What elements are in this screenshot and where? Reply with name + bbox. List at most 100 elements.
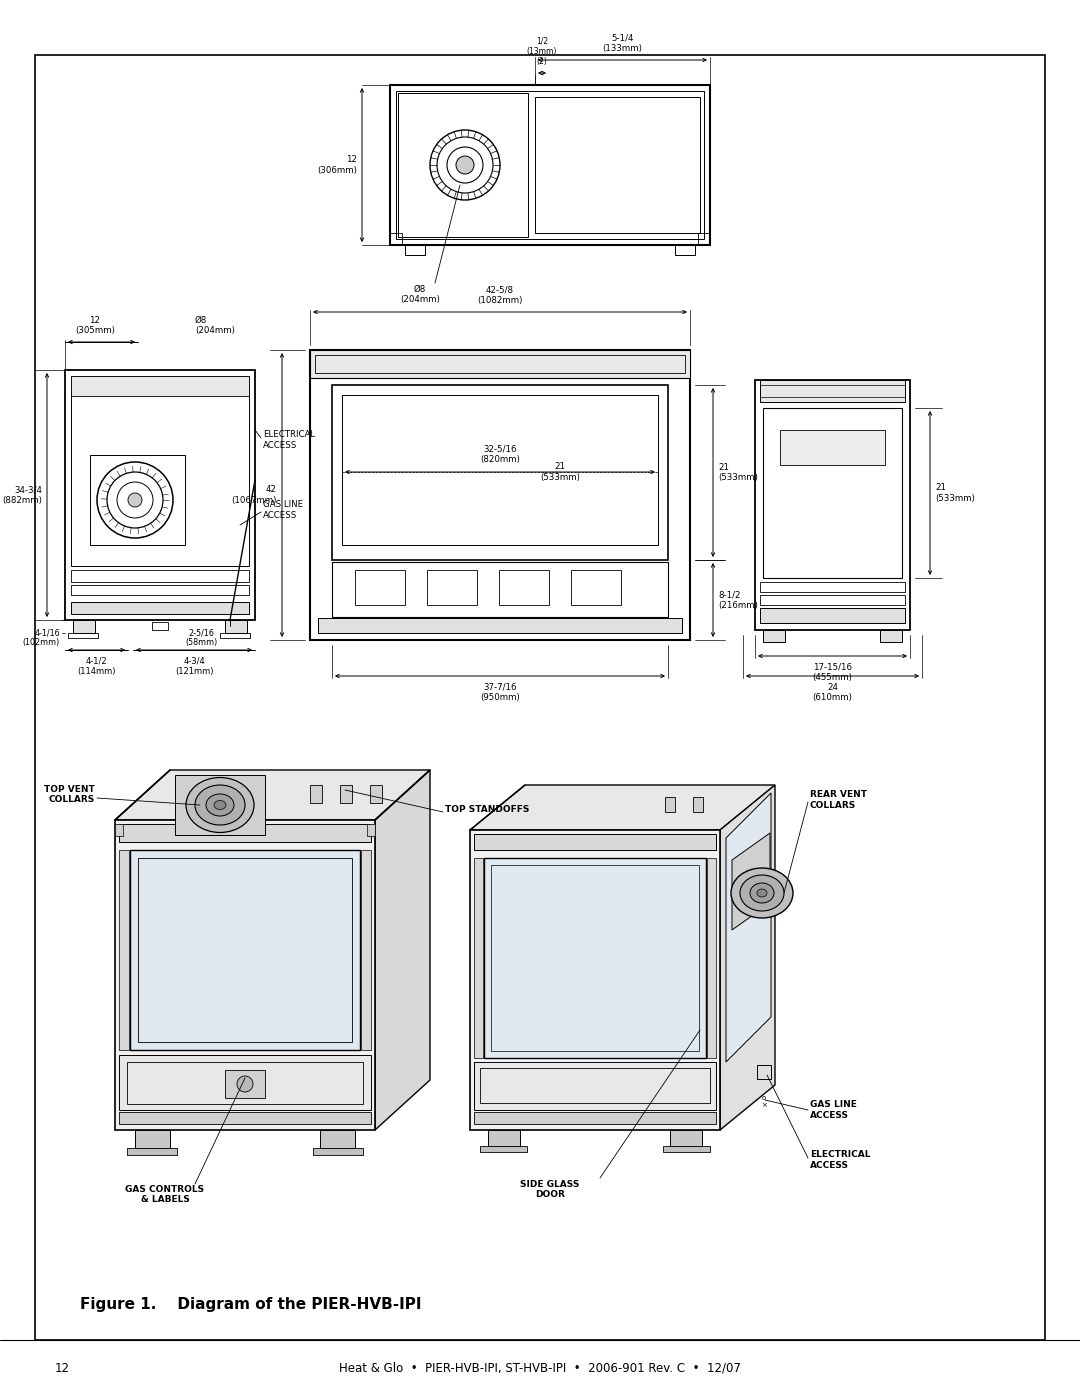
Bar (693, 798, 703, 812)
Bar (665, 798, 675, 812)
Bar (427, 570, 477, 605)
Text: 21
(533mm): 21 (533mm) (540, 462, 580, 482)
Bar (480, 1067, 710, 1104)
Text: TOP STANDOFFS: TOP STANDOFFS (445, 806, 529, 814)
Text: 4-1/16
(102mm): 4-1/16 (102mm) (23, 629, 60, 647)
Text: Heat & Glo  •  PIER-HVB-IPI, ST-HVB-IPI  •  2006-901 Rev. C  •  12/07: Heat & Glo • PIER-HVB-IPI, ST-HVB-IPI • … (339, 1362, 741, 1375)
Text: 21
(533mm): 21 (533mm) (718, 462, 758, 482)
Bar (90, 455, 185, 545)
Polygon shape (175, 775, 265, 835)
Bar (405, 244, 426, 256)
Text: GAS CONTROLS
& LABELS: GAS CONTROLS & LABELS (125, 1185, 204, 1204)
Text: SIDE GLASS
DOOR: SIDE GLASS DOOR (521, 1180, 580, 1200)
Bar (663, 1146, 710, 1153)
Bar (396, 91, 704, 239)
Bar (320, 1130, 355, 1148)
Text: 5-1/4
(133mm): 5-1/4 (133mm) (603, 34, 643, 53)
Polygon shape (470, 785, 775, 830)
Bar (332, 562, 669, 617)
Text: 42
(1067mm): 42 (1067mm) (231, 485, 276, 504)
Text: 17-15/16
(455mm): 17-15/16 (455mm) (812, 664, 852, 682)
Bar (880, 630, 902, 643)
Bar (707, 858, 716, 1058)
Bar (135, 1130, 170, 1148)
Text: o
×: o × (761, 1095, 767, 1108)
Bar (474, 834, 716, 849)
Bar (68, 633, 98, 638)
Bar (762, 408, 902, 578)
Bar (71, 376, 249, 395)
Polygon shape (726, 793, 771, 1062)
Bar (760, 608, 905, 623)
Polygon shape (375, 770, 430, 1130)
Text: TOP VENT
COLLARS: TOP VENT COLLARS (44, 785, 95, 805)
Bar (318, 617, 681, 633)
Text: 42-5/8
(1082mm): 42-5/8 (1082mm) (477, 285, 523, 305)
Bar (499, 570, 549, 605)
Bar (310, 351, 690, 640)
Bar (474, 1112, 716, 1125)
Bar (571, 570, 621, 605)
Bar (71, 376, 249, 566)
Bar (491, 865, 699, 1051)
Text: Ø8
(204mm): Ø8 (204mm) (400, 285, 440, 305)
Bar (71, 585, 249, 595)
Bar (152, 622, 168, 630)
Bar (225, 1070, 265, 1098)
Ellipse shape (757, 888, 767, 897)
Bar (313, 1148, 363, 1155)
Bar (762, 630, 785, 643)
Bar (355, 570, 405, 605)
Bar (310, 351, 690, 379)
Bar (127, 1148, 177, 1155)
Bar (484, 858, 706, 1058)
Text: 32-5/16
(820mm): 32-5/16 (820mm) (481, 444, 519, 464)
Polygon shape (114, 770, 430, 820)
Bar (760, 386, 905, 397)
Bar (225, 620, 247, 633)
Bar (670, 1130, 702, 1146)
Text: 12: 12 (55, 1362, 70, 1375)
Bar (698, 233, 710, 244)
Bar (342, 395, 658, 545)
Circle shape (456, 156, 474, 175)
Bar (65, 370, 255, 620)
Text: 4-1/2
(114mm): 4-1/2 (114mm) (77, 657, 116, 676)
Bar (675, 244, 696, 256)
Polygon shape (732, 833, 770, 930)
Bar (138, 858, 352, 1042)
Circle shape (129, 493, 141, 507)
Bar (119, 824, 372, 842)
Bar (340, 785, 352, 803)
Bar (332, 386, 669, 560)
Bar (315, 355, 685, 373)
Text: 34-3/4
(882mm): 34-3/4 (882mm) (2, 485, 42, 504)
Bar (474, 1062, 716, 1111)
Text: 4-3/4
(121mm): 4-3/4 (121mm) (175, 657, 214, 676)
Bar (780, 430, 885, 465)
Text: Ø8
(204mm): Ø8 (204mm) (195, 316, 234, 335)
Bar (71, 602, 249, 615)
Bar (390, 85, 710, 244)
Bar (480, 1146, 527, 1153)
Bar (127, 1062, 363, 1104)
Bar (755, 380, 910, 630)
Bar (390, 233, 402, 244)
Bar (760, 595, 905, 605)
Ellipse shape (750, 883, 774, 902)
Bar (488, 1130, 519, 1146)
Text: 37-7/16
(950mm): 37-7/16 (950mm) (481, 683, 519, 703)
Polygon shape (114, 820, 375, 1130)
Text: 24
(610mm): 24 (610mm) (812, 683, 852, 703)
Bar (310, 785, 322, 803)
Text: 8-1/2
(216mm): 8-1/2 (216mm) (718, 591, 758, 609)
Bar (119, 1112, 372, 1125)
Text: 1/2
(13mm)
(2): 1/2 (13mm) (2) (527, 36, 557, 66)
Text: 21
(533mm): 21 (533mm) (935, 483, 975, 503)
Bar (361, 849, 372, 1051)
Text: REAR VENT
COLLARS: REAR VENT COLLARS (810, 791, 867, 810)
Circle shape (237, 1076, 253, 1092)
Text: ELECTRICAL
ACCESS: ELECTRICAL ACCESS (810, 1150, 870, 1169)
Ellipse shape (740, 875, 784, 911)
Bar (130, 849, 360, 1051)
